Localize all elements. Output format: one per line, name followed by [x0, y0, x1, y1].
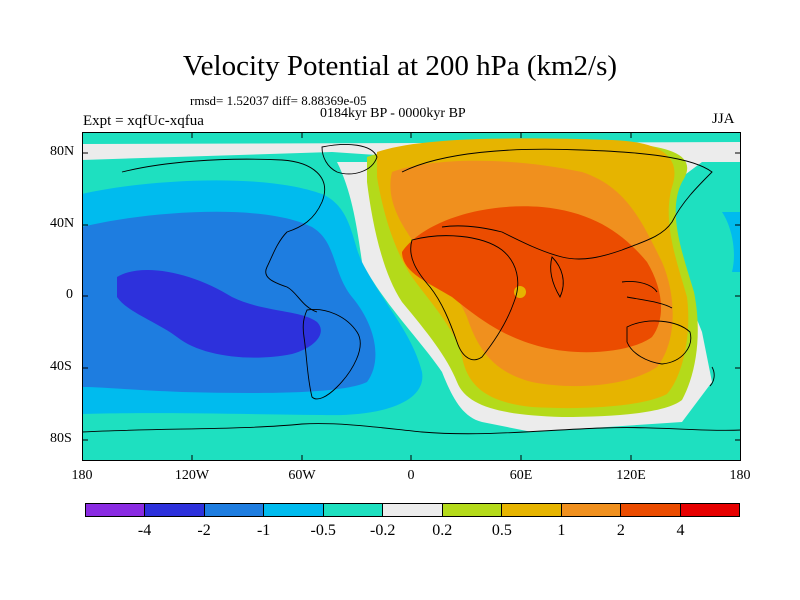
experiment-label: Expt = xqfUc-xqfua [83, 113, 204, 129]
colorbar-label: -4 [137, 522, 152, 539]
colorbar-swatch [204, 504, 265, 516]
contour-fill-layer [82, 132, 741, 461]
colorbar-swatch [383, 504, 443, 516]
y-tick-label: 40S [50, 359, 72, 374]
colorbar-label: 1 [557, 522, 566, 539]
y-tick-label: 40N [50, 216, 75, 231]
x-tick-label: 180 [71, 468, 93, 483]
statistics-label: rmsd= 1.52037 diff= 8.88369e-05 [190, 93, 367, 108]
colorbar-swatch [145, 504, 205, 516]
x-tick-label: 0 [407, 468, 415, 483]
map-title: Velocity Potential at 200 hPa (km2/s) [182, 50, 618, 82]
colorbar-swatch [621, 504, 681, 516]
colorbar-label: -1 [256, 522, 271, 539]
x-tick-label: 60E [509, 468, 533, 483]
colorbar-swatch [264, 504, 324, 516]
x-tick-label: 180 [729, 468, 751, 483]
x-tick-label: 120W [174, 468, 210, 483]
colorbar-label: -0.2 [370, 522, 396, 539]
y-tick-label: 0 [66, 287, 73, 302]
colorbar-swatch [442, 504, 503, 516]
x-tick-label: 60W [288, 468, 316, 483]
colorbar-swatch [502, 504, 562, 516]
velocity-potential-map [82, 132, 741, 461]
period-label: 0184kyr BP - 0000kyr BP [320, 106, 466, 121]
y-tick-label: 80S [50, 431, 72, 446]
colorbar-swatch [561, 504, 622, 516]
colorbar-label: 0.5 [491, 522, 512, 539]
y-tick-label: 80N [50, 144, 75, 159]
colorbar [85, 503, 740, 517]
colorbar-label: -0.5 [310, 522, 336, 539]
x-tick-label: 120E [616, 468, 646, 483]
colorbar-swatch [680, 504, 739, 516]
colorbar-label: 4 [676, 522, 685, 539]
colorbar-label: 0.2 [432, 522, 453, 539]
colorbar-label: 2 [616, 522, 625, 539]
map-frame [82, 132, 741, 461]
season-label: JJA [712, 111, 735, 127]
colorbar-swatch [323, 504, 384, 516]
coastline-layer [82, 144, 741, 435]
colorbar-swatch [86, 504, 146, 516]
colorbar-label: -2 [197, 522, 211, 539]
